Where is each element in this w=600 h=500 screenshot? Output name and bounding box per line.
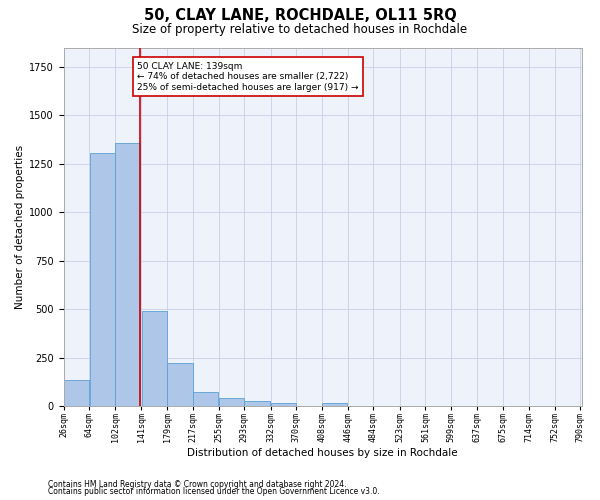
Y-axis label: Number of detached properties: Number of detached properties xyxy=(15,145,25,309)
Bar xyxy=(193,392,218,406)
Text: Contains public sector information licensed under the Open Government Licence v3: Contains public sector information licen… xyxy=(48,487,380,496)
Bar xyxy=(219,398,244,406)
Bar xyxy=(64,380,89,406)
Bar xyxy=(167,362,193,406)
X-axis label: Distribution of detached houses by size in Rochdale: Distribution of detached houses by size … xyxy=(187,448,458,458)
Bar xyxy=(142,312,167,406)
Text: Contains HM Land Registry data © Crown copyright and database right 2024.: Contains HM Land Registry data © Crown c… xyxy=(48,480,347,489)
Bar xyxy=(89,153,115,406)
Text: Size of property relative to detached houses in Rochdale: Size of property relative to detached ho… xyxy=(133,22,467,36)
Bar xyxy=(115,142,140,406)
Bar xyxy=(271,404,296,406)
Bar xyxy=(322,403,347,406)
Text: 50 CLAY LANE: 139sqm
← 74% of detached houses are smaller (2,722)
25% of semi-de: 50 CLAY LANE: 139sqm ← 74% of detached h… xyxy=(137,62,359,92)
Text: 50, CLAY LANE, ROCHDALE, OL11 5RQ: 50, CLAY LANE, ROCHDALE, OL11 5RQ xyxy=(143,8,457,22)
Bar xyxy=(244,401,269,406)
